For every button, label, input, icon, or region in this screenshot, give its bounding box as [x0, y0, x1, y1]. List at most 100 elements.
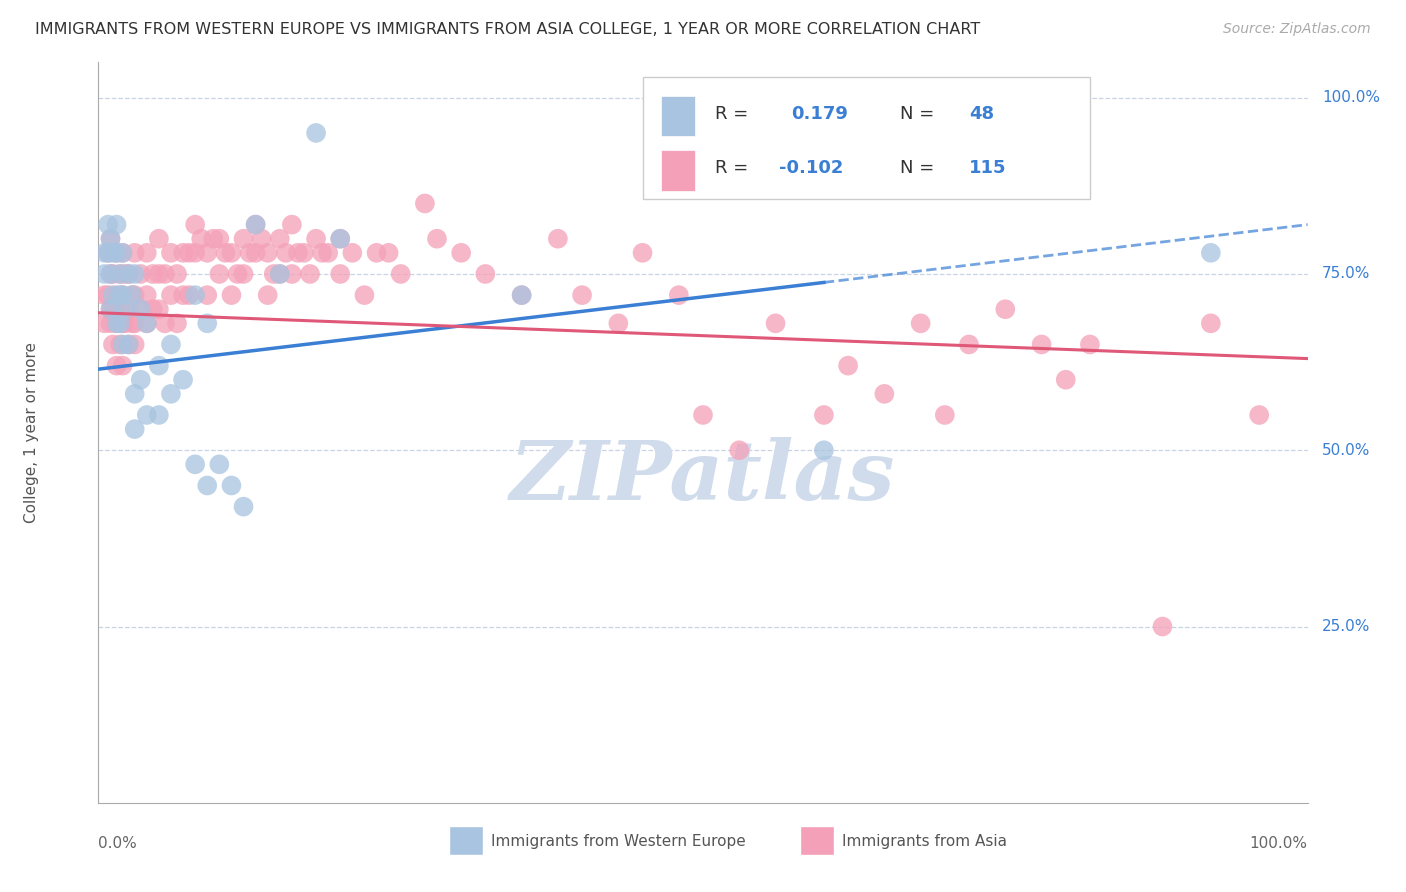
- Point: [129, 302, 152, 317]
- Point: [426, 232, 449, 246]
- Point: [135, 316, 157, 330]
- Point: [100, 232, 122, 246]
- Point: [547, 232, 569, 246]
- Point: [450, 245, 472, 260]
- Point: [245, 218, 267, 232]
- Point: [311, 245, 333, 260]
- Text: Immigrants from Asia: Immigrants from Asia: [842, 834, 1007, 849]
- Point: [142, 267, 165, 281]
- Text: N =: N =: [900, 160, 935, 178]
- Point: [208, 458, 231, 472]
- Point: [172, 245, 194, 260]
- Point: [269, 232, 291, 246]
- Point: [160, 245, 183, 260]
- Point: [124, 288, 146, 302]
- Point: [101, 245, 124, 260]
- Point: [101, 288, 124, 302]
- Point: [195, 316, 218, 330]
- Point: [100, 232, 122, 246]
- Point: [100, 302, 122, 317]
- Point: [108, 288, 131, 302]
- Point: [118, 302, 141, 317]
- Point: [195, 245, 218, 260]
- Point: [111, 288, 134, 302]
- Text: IMMIGRANTS FROM WESTERN EUROPE VS IMMIGRANTS FROM ASIA COLLEGE, 1 YEAR OR MORE C: IMMIGRANTS FROM WESTERN EUROPE VS IMMIGR…: [35, 22, 980, 37]
- Text: 0.0%: 0.0%: [98, 836, 138, 851]
- Point: [124, 245, 146, 260]
- Point: [93, 316, 115, 330]
- Bar: [661, 150, 695, 191]
- Point: [111, 337, 134, 351]
- Point: [232, 267, 254, 281]
- Point: [111, 359, 134, 373]
- Point: [239, 245, 262, 260]
- Text: 48: 48: [969, 105, 994, 123]
- Point: [910, 316, 932, 330]
- Point: [118, 337, 141, 351]
- Point: [305, 126, 328, 140]
- Point: [668, 288, 690, 302]
- Point: [1152, 619, 1174, 633]
- Point: [202, 232, 225, 246]
- Point: [263, 267, 285, 281]
- Text: 115: 115: [969, 160, 1007, 178]
- Point: [510, 288, 533, 302]
- Point: [135, 288, 157, 302]
- Point: [342, 245, 364, 260]
- Bar: [449, 827, 482, 855]
- Point: [105, 288, 128, 302]
- Point: [221, 288, 243, 302]
- Point: [114, 267, 136, 281]
- Point: [160, 387, 183, 401]
- Point: [148, 408, 170, 422]
- Point: [305, 232, 328, 246]
- Point: [111, 288, 134, 302]
- Text: 100.0%: 100.0%: [1322, 90, 1381, 105]
- Point: [153, 316, 176, 330]
- Point: [837, 359, 859, 373]
- Text: 25.0%: 25.0%: [1322, 619, 1371, 634]
- Point: [105, 218, 128, 232]
- Point: [111, 245, 134, 260]
- Text: Source: ZipAtlas.com: Source: ZipAtlas.com: [1223, 22, 1371, 37]
- Point: [179, 245, 201, 260]
- Point: [100, 267, 122, 281]
- Point: [292, 245, 315, 260]
- Point: [329, 232, 352, 246]
- Point: [93, 267, 115, 281]
- Point: [135, 316, 157, 330]
- Point: [195, 478, 218, 492]
- Point: [329, 232, 352, 246]
- Text: 100.0%: 100.0%: [1250, 836, 1308, 851]
- Point: [114, 302, 136, 317]
- Point: [148, 359, 170, 373]
- Point: [1199, 245, 1222, 260]
- Point: [389, 267, 412, 281]
- Point: [287, 245, 309, 260]
- Point: [1249, 408, 1271, 422]
- Text: College, 1 year or more: College, 1 year or more: [24, 343, 39, 523]
- Point: [101, 302, 124, 317]
- Point: [108, 316, 131, 330]
- Point: [631, 245, 654, 260]
- Point: [256, 288, 278, 302]
- Point: [105, 316, 128, 330]
- Point: [97, 245, 120, 260]
- Point: [813, 443, 835, 458]
- Point: [97, 218, 120, 232]
- Point: [97, 245, 120, 260]
- Point: [148, 267, 170, 281]
- Point: [105, 245, 128, 260]
- Point: [100, 302, 122, 317]
- Point: [100, 267, 122, 281]
- Point: [108, 302, 131, 317]
- Point: [245, 245, 267, 260]
- Point: [299, 267, 322, 281]
- Point: [208, 267, 231, 281]
- Point: [166, 316, 188, 330]
- Point: [166, 267, 188, 281]
- Text: Immigrants from Western Europe: Immigrants from Western Europe: [492, 834, 747, 849]
- Point: [135, 245, 157, 260]
- Text: ZIPatlas: ZIPatlas: [510, 437, 896, 517]
- Text: R =: R =: [716, 160, 748, 178]
